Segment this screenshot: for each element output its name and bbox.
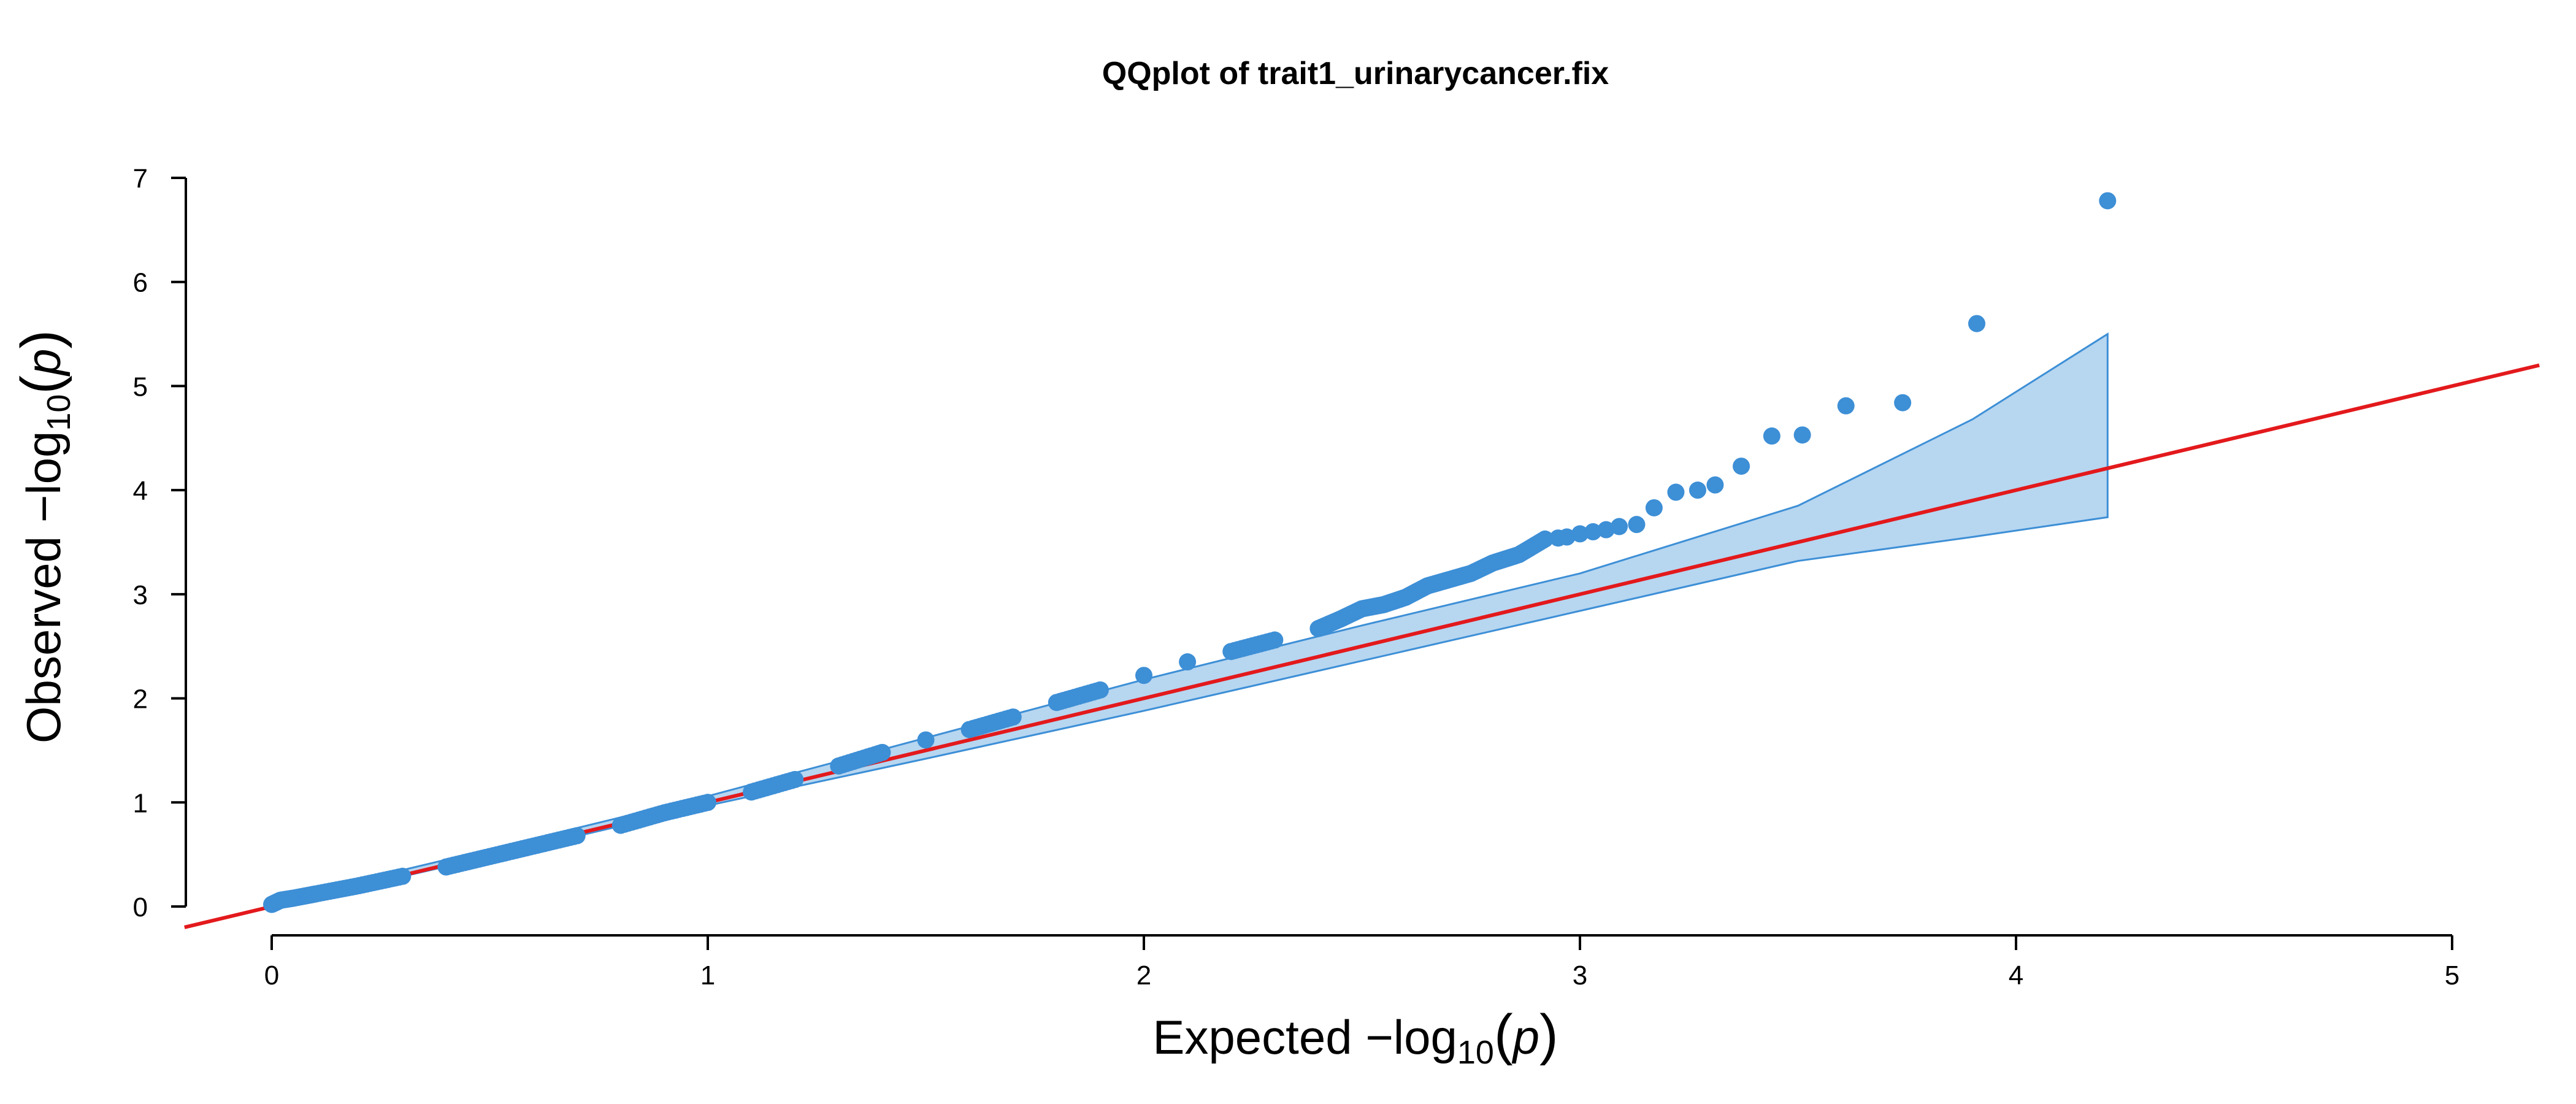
y-tick-label: 1 bbox=[133, 788, 148, 818]
data-point bbox=[1610, 518, 1628, 535]
data-point bbox=[1894, 394, 1912, 412]
data-point bbox=[2099, 192, 2117, 210]
y-axis-label-prefix: Observed −log bbox=[17, 431, 71, 743]
chart-title: QQplot of trait1_urinarycancer.fix bbox=[1102, 56, 1609, 91]
axes-layer: 0 1 2 3 4 5 0 1 2 3 4 5 6 7 bbox=[133, 164, 2460, 991]
data-point bbox=[1135, 667, 1152, 684]
y-axis-label-close-paren: ) bbox=[10, 330, 72, 349]
x-axis-label-prefix: Expected −log bbox=[1152, 1010, 1457, 1064]
y-axis-label: Observed −log10(p) bbox=[10, 330, 77, 743]
y-axis-label-var: p bbox=[17, 349, 71, 377]
confidence-band bbox=[270, 332, 2109, 908]
data-point bbox=[873, 743, 891, 761]
y-tick-label: 6 bbox=[133, 268, 148, 298]
data-point bbox=[1667, 483, 1685, 501]
x-axis-label-var: p bbox=[1512, 1010, 1539, 1064]
data-point bbox=[1597, 521, 1615, 539]
data-point bbox=[1645, 499, 1663, 516]
data-point bbox=[394, 867, 412, 885]
y-tick-label: 5 bbox=[133, 372, 148, 402]
x-tick-label: 3 bbox=[1573, 960, 1587, 991]
data-points-layer bbox=[263, 192, 2117, 913]
data-point bbox=[1706, 476, 1724, 494]
x-tick-label: 0 bbox=[264, 960, 279, 991]
x-tick-label: 4 bbox=[2009, 960, 2023, 991]
data-point bbox=[1793, 426, 1811, 444]
data-point bbox=[1536, 530, 1554, 548]
data-point bbox=[1266, 631, 1284, 649]
data-point bbox=[1628, 516, 1646, 534]
data-point bbox=[1179, 653, 1197, 671]
y-tick-label: 3 bbox=[133, 580, 148, 610]
data-point bbox=[1091, 681, 1109, 699]
y-tick-label: 0 bbox=[133, 892, 148, 922]
data-point bbox=[1558, 528, 1576, 546]
data-point bbox=[1763, 427, 1781, 445]
data-point bbox=[568, 827, 586, 845]
data-point bbox=[1733, 458, 1750, 475]
x-axis-label: Expected −log10(p) bbox=[1152, 1003, 1558, 1071]
confidence-band-layer bbox=[270, 332, 2109, 908]
x-tick-label: 1 bbox=[700, 960, 715, 991]
data-point bbox=[1968, 315, 1986, 332]
x-axis-label-open-paren: ( bbox=[1494, 1003, 1513, 1066]
x-axis-label-subscript: 10 bbox=[1457, 1034, 1494, 1071]
data-point bbox=[1584, 523, 1602, 541]
x-tick-label: 5 bbox=[2445, 960, 2459, 991]
x-tick-label: 2 bbox=[1137, 960, 1151, 991]
data-point bbox=[699, 794, 716, 811]
data-point bbox=[917, 731, 935, 749]
y-tick-label: 4 bbox=[133, 476, 148, 506]
y-tick-label: 2 bbox=[133, 684, 148, 715]
y-axis-label-open-paren: ( bbox=[10, 375, 72, 394]
data-point bbox=[786, 770, 804, 788]
data-point bbox=[1004, 708, 1022, 726]
x-axis-label-close-paren: ) bbox=[1539, 1003, 1558, 1066]
data-point bbox=[1837, 397, 1855, 415]
y-tick-label: 7 bbox=[133, 164, 148, 194]
y-axis-label-subscript: 10 bbox=[40, 394, 77, 431]
data-point bbox=[1571, 525, 1589, 543]
data-point bbox=[1689, 481, 1706, 499]
